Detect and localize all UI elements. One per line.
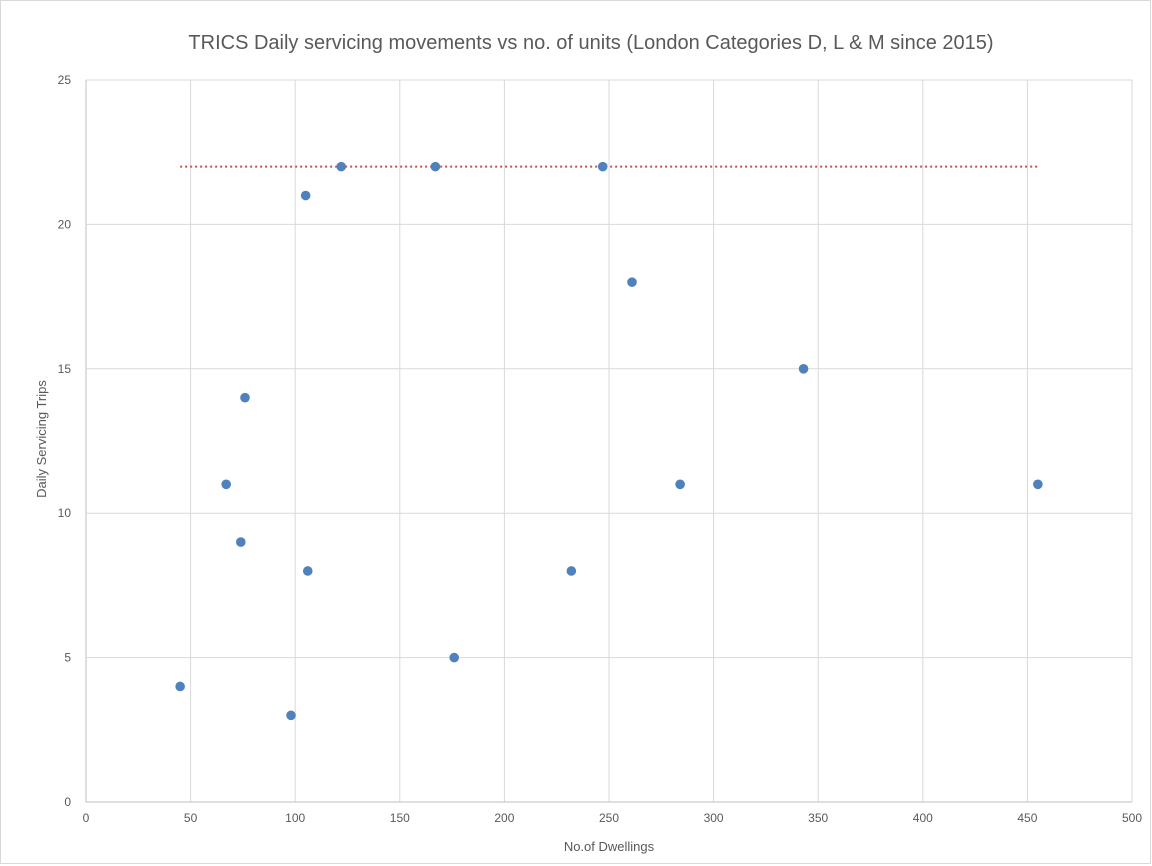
scatter-point xyxy=(798,364,809,374)
scatter-point xyxy=(300,190,311,201)
scatter-point xyxy=(1033,479,1043,490)
x-tick-label: 150 xyxy=(390,811,410,825)
scatter-point xyxy=(236,537,246,547)
gridlines xyxy=(85,79,1133,803)
axes: 0 50 100 150 200 250 300 350 400 450 500 0 5 10 15 20 25 xyxy=(58,73,1143,825)
y-tick-label: 10 xyxy=(58,506,72,520)
scatter-point xyxy=(597,161,608,172)
scatter-point xyxy=(240,392,250,403)
x-tick-label: 500 xyxy=(1122,811,1142,825)
y-tick-label: 20 xyxy=(58,217,72,231)
x-tick-label: 0 xyxy=(83,811,90,825)
y-tick-label: 25 xyxy=(58,73,72,87)
x-tick-label: 450 xyxy=(1017,811,1037,825)
scatter-point xyxy=(627,277,637,287)
scatter-point xyxy=(566,566,577,576)
x-tick-label: 400 xyxy=(913,811,933,825)
scatter-point xyxy=(449,652,459,663)
x-tick-label: 350 xyxy=(808,811,828,825)
scatter-point xyxy=(336,161,347,172)
x-tick-label: 250 xyxy=(599,811,619,825)
scatter-point xyxy=(286,710,296,721)
y-tick-label: 5 xyxy=(64,651,71,665)
chart-title: TRICS Daily servicing movements vs no. o… xyxy=(188,32,993,54)
scatter-point xyxy=(221,479,231,490)
x-tick-label: 50 xyxy=(184,811,198,825)
x-tick-label: 300 xyxy=(704,811,724,825)
scatter-point xyxy=(430,161,441,172)
x-axis-title: No.of Dwellings xyxy=(564,839,655,854)
scatter-point xyxy=(302,566,313,576)
x-tick-label: 100 xyxy=(285,811,305,825)
scatter-point xyxy=(175,681,185,692)
x-tick-label: 200 xyxy=(494,811,514,825)
data-points xyxy=(175,161,1043,721)
scatter-point xyxy=(675,479,685,490)
y-axis-title: Daily Servicing Trips xyxy=(34,380,49,498)
y-tick-label: 15 xyxy=(58,362,72,376)
y-tick-label: 0 xyxy=(64,795,71,809)
